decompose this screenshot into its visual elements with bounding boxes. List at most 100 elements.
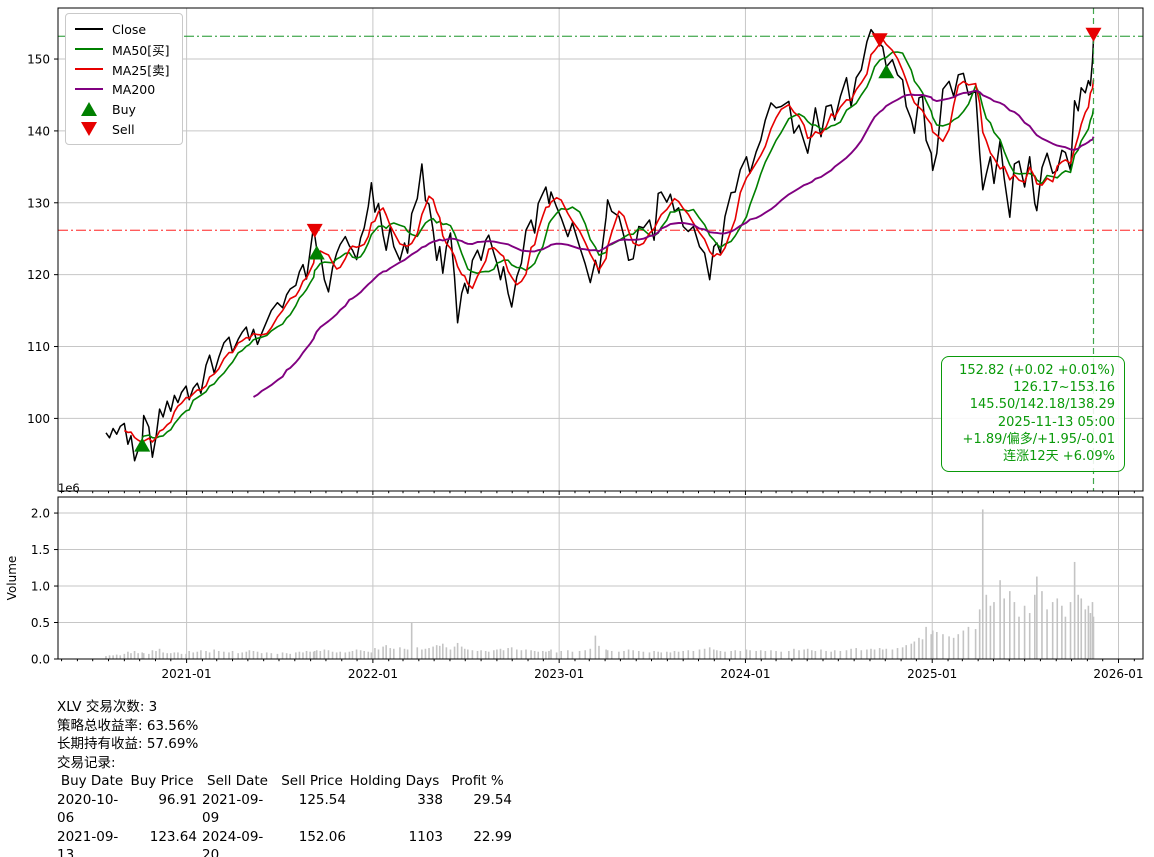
volume-bar [367, 651, 370, 659]
volume-bar [1013, 602, 1016, 659]
trades-table: Buy Date Buy Price Sell Date Sell Price Hold… [57, 772, 512, 857]
volume-bar [716, 650, 718, 659]
volume-bar [416, 647, 419, 659]
volume-bar [905, 645, 907, 659]
volume-bar [870, 648, 872, 659]
trades-header-cell: Buy Price [130, 773, 194, 789]
volume-bar [850, 648, 852, 659]
legend-line-swatch [75, 68, 103, 70]
volume-bar [119, 655, 122, 659]
info-box-line-2: 145.50/142.18/138.29 [969, 397, 1115, 413]
volume-bar [918, 637, 920, 659]
volume-bar [115, 654, 118, 659]
info-box-line-5: 连涨12天 +6.09% [1003, 449, 1115, 465]
volume-bar [331, 651, 334, 659]
volume-bar [1092, 616, 1095, 659]
volume-bar [703, 648, 706, 659]
price-tick-label: 120 [27, 268, 50, 282]
volume-bar [637, 650, 640, 659]
volume-bar [687, 650, 690, 659]
buy-marker [878, 64, 895, 79]
volume-bar [363, 650, 366, 659]
volume-bar [467, 649, 469, 659]
volume-bar [525, 649, 527, 659]
volume-bar [406, 649, 409, 659]
volume-bar [256, 651, 259, 659]
volume-bar [1069, 602, 1072, 659]
volume-bar [891, 649, 894, 659]
volume-bar [745, 649, 748, 659]
volume-bar [913, 641, 916, 659]
ma200-line [253, 89, 1095, 398]
volume-bar [141, 652, 144, 659]
volume-bar [901, 647, 904, 659]
volume-bar [169, 653, 172, 659]
volume-bar [200, 650, 202, 659]
volume-bar [936, 632, 938, 659]
volume-bar [196, 651, 199, 659]
volume-bar [476, 650, 479, 659]
stat-hold-return: 长期持有收益: 57.69% [57, 736, 199, 752]
volume-bar [270, 653, 273, 659]
volume-bar [948, 636, 950, 659]
volume-bar [669, 652, 672, 659]
volume-bar [993, 602, 995, 659]
volume-bar [438, 645, 441, 659]
volume-bar [493, 650, 495, 659]
volume-bar [627, 649, 630, 659]
trades-header-cell: Holding Days [349, 773, 440, 789]
volume-bar [217, 650, 220, 659]
volume-bar [158, 648, 161, 659]
volume-bar [463, 648, 466, 659]
volume-bar [424, 648, 427, 659]
trades-cell: 125.54 [298, 791, 346, 808]
volume-bar [162, 652, 164, 659]
legend-label: Close [112, 21, 147, 37]
volume-bar [1018, 616, 1020, 659]
legend-label: MA50[买] [112, 42, 170, 58]
volume-bar [878, 648, 881, 659]
volume-bar [567, 650, 569, 659]
volume-bar [127, 651, 129, 659]
volume-bar [677, 651, 680, 659]
volume-bar [1008, 591, 1011, 659]
volume-bar [237, 653, 239, 659]
volume-bar [173, 652, 176, 659]
volume-bar [1061, 605, 1063, 659]
volume-bar [188, 650, 190, 659]
legend-line-swatch [75, 88, 103, 90]
volume-bar [666, 651, 668, 659]
info-box-line-4: +1.89/偏多/+1.95/-0.01 [962, 431, 1115, 447]
price-tick-label: 150 [27, 53, 50, 67]
volume-bar [484, 650, 487, 659]
trades-header-cell: Sell Price [281, 773, 343, 789]
quote-info-box: 152.82 (+0.02 +0.01%) 126.17~153.16 145.50… [941, 356, 1125, 473]
volume-bar [555, 652, 558, 659]
volume-bar [460, 646, 463, 659]
volume-bar [921, 639, 924, 659]
volume-bar [755, 650, 757, 659]
volume-bar [327, 650, 330, 659]
volume-bar [449, 649, 452, 659]
volume-bar [759, 650, 762, 659]
volume-bar [793, 648, 795, 659]
volume-bar [719, 650, 722, 659]
price-panel-spine [57, 7, 1144, 492]
volume-bar [1077, 594, 1079, 659]
volume-bar [335, 652, 338, 659]
volume-bar [502, 650, 505, 659]
info-box-line-1: 126.17~153.16 [1013, 380, 1115, 396]
volume-bar [435, 645, 438, 659]
buy-triangle-icon [75, 102, 103, 116]
trades-header-cell: Profit % [451, 773, 504, 789]
volume-bar [245, 651, 248, 659]
volume-bar [952, 637, 955, 659]
volume-bar [571, 651, 574, 659]
volume-bar [682, 650, 684, 659]
volume-bar [348, 651, 351, 659]
volume-bar [999, 580, 1001, 659]
volume-bar [830, 651, 832, 659]
stat-trade-count: XLV 交易次数: 3 [57, 699, 158, 715]
volume-bar [289, 653, 292, 659]
